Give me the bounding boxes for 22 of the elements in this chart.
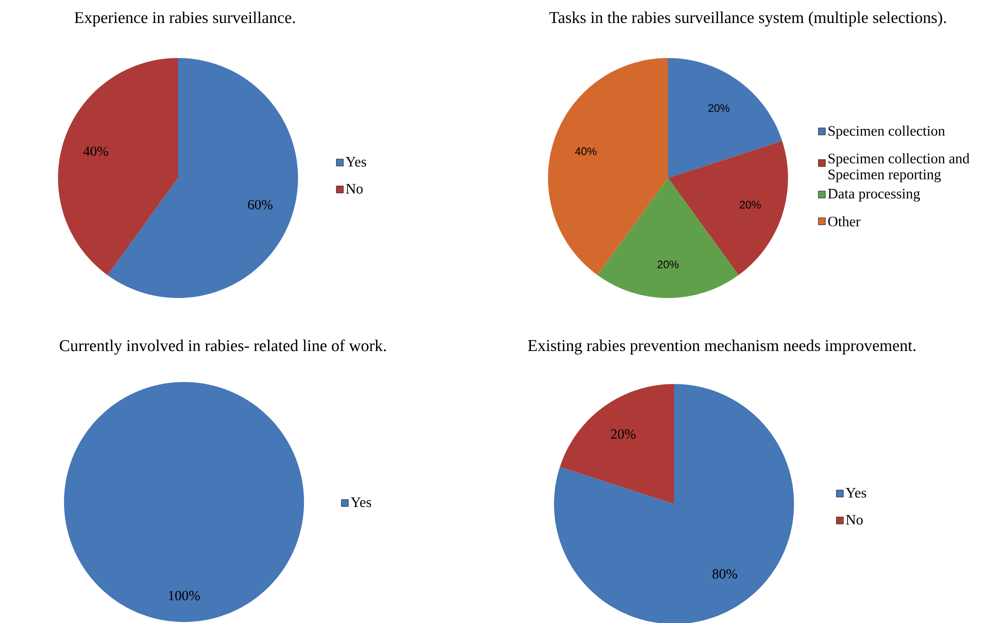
data-label: 100% <box>168 590 200 600</box>
legend-label: Data processing <box>828 188 920 202</box>
data-label: 60% <box>248 200 272 210</box>
data-label: 20% <box>658 260 679 268</box>
legend-label: Specimen collection and Specimen reporting <box>828 153 970 182</box>
legend-label: Yes <box>350 498 372 508</box>
legend-label: Other <box>828 216 860 226</box>
legend-label: Specimen collection <box>828 126 945 139</box>
chart-title: Experience in rabies surveillance. <box>74 12 295 26</box>
chart-title: Currently involved in rabies- related line of work. <box>60 339 386 355</box>
data-label: 40% <box>83 146 108 156</box>
legend-label: Yes <box>846 488 866 498</box>
data-label: 20% <box>708 104 730 112</box>
data-label: 20% <box>740 200 761 209</box>
data-label: 40% <box>575 147 596 156</box>
legend-label: Yes <box>346 157 366 167</box>
legend-label: No <box>346 184 363 194</box>
chart-title: Tasks in the rabies surveillance system (multiple selections). <box>549 12 946 26</box>
chart-title: Existing rabies prevention mechanism needs improvement. <box>528 340 916 354</box>
legend-label: No <box>846 514 863 525</box>
data-label: 20% <box>611 429 636 439</box>
data-label: 80% <box>712 569 738 579</box>
